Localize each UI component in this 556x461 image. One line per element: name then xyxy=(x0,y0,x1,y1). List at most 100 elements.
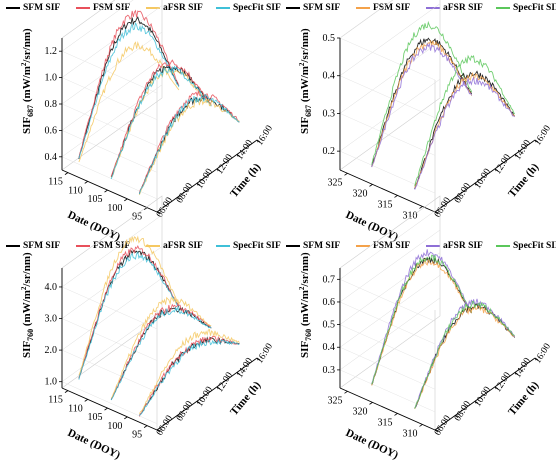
y-axis-label: SIF687 (mW/m2/sr/nm) xyxy=(298,28,313,134)
date-tick xyxy=(124,416,128,420)
time-tick xyxy=(474,182,479,186)
series-line-sfm-sif xyxy=(78,16,180,160)
series-line-fsm-sif xyxy=(110,303,212,400)
legend-label: FSM SIF xyxy=(93,241,131,251)
legend-label: aFSR SIF xyxy=(163,241,203,251)
y-gridline xyxy=(339,279,436,322)
y-gridline xyxy=(339,297,441,371)
series-line-fsm-sif xyxy=(138,89,240,193)
legend-top-left: SFM SIF FSM SIF aFSR SIF SpecFit SIF xyxy=(6,3,281,15)
time-tick xyxy=(434,429,439,433)
legend-bottom-right: SFM SIF FSM SIF aFSR SIF SpecFit SIF xyxy=(286,241,556,253)
y-gridline xyxy=(339,41,441,114)
legend-label: SpecFit SIF xyxy=(233,241,281,251)
legend-swatch xyxy=(286,245,300,247)
series-line-specfit-sif xyxy=(138,93,240,195)
series-line-afsr-sif xyxy=(139,328,240,415)
series-line-afsr-sif xyxy=(371,249,473,384)
y-gridline xyxy=(339,113,436,156)
y-gridline xyxy=(339,75,436,118)
date-tick-label: 310 xyxy=(403,428,418,439)
series-line-afsr-sif xyxy=(78,235,180,376)
date-tick xyxy=(344,390,348,394)
y-tick-label: 1.0 xyxy=(45,377,58,388)
legend-label: SpecFit SIF xyxy=(513,3,556,13)
time-tick xyxy=(494,168,499,172)
side-wall xyxy=(339,38,436,213)
date-axis xyxy=(339,387,436,431)
date-axis-label: Date (DOY) xyxy=(344,209,401,244)
y-tick-label: 0.8 xyxy=(45,99,58,110)
y-tick-label: 3.0 xyxy=(45,314,58,325)
time-tick xyxy=(156,211,161,215)
y-axis-label: SIF760 (mW/m2/sr/nm) xyxy=(298,252,313,358)
date-tick-label: 315 xyxy=(378,199,393,210)
legend-entry: FSM SIF xyxy=(356,241,410,251)
time-tick-label: 12:00 xyxy=(493,153,513,177)
time-axis-label: Time (h) xyxy=(228,161,263,200)
time-axis xyxy=(434,139,536,213)
time-tick xyxy=(216,386,221,390)
date-axis-label: Date (DOY) xyxy=(66,209,123,244)
series-line-specfit-sif xyxy=(78,251,180,380)
legend-swatch xyxy=(216,245,230,247)
legend-swatch xyxy=(426,245,440,247)
y-axis-label: SIF760 (mW/m2/sr/nm) xyxy=(20,252,35,358)
legend-swatch xyxy=(146,7,160,9)
series-line-specfit-sif xyxy=(414,300,515,409)
legend-entry: FSM SIF xyxy=(356,3,410,13)
series-line-specfit-sif xyxy=(414,54,516,187)
date-tick xyxy=(394,413,398,416)
y-gridline xyxy=(61,286,158,330)
time-tick xyxy=(236,372,241,375)
date-axis xyxy=(61,387,158,431)
legend-label: FSM SIF xyxy=(93,3,131,13)
date-tick-label: 105 xyxy=(88,194,103,205)
series-line-afsr-sif xyxy=(371,42,473,168)
legend-swatch xyxy=(6,7,20,9)
time-tick xyxy=(176,197,181,200)
legend-swatch xyxy=(216,7,230,9)
y-gridline xyxy=(61,31,163,105)
y-axis-label: SIF687 (mW/m2/sr/nm) xyxy=(20,28,35,134)
date-tick-label: 315 xyxy=(378,417,393,428)
series-line-afsr-sif xyxy=(138,97,240,196)
time-tick-label: 14:00 xyxy=(513,356,533,380)
date-axis-label: Date (DOY) xyxy=(344,427,401,461)
y-gridline xyxy=(339,347,436,390)
series-line-fsm-sif xyxy=(78,9,180,158)
time-axis xyxy=(156,139,258,213)
y-gridline xyxy=(61,156,158,200)
series-line-specfit-sif xyxy=(110,65,212,180)
date-axis-label: Date (DOY) xyxy=(66,427,123,461)
legend-label: SpecFit SIF xyxy=(233,3,281,13)
series-line-sfm-sif xyxy=(110,65,212,178)
time-tick-label: 08:00 xyxy=(453,181,473,205)
time-tick-label: 10:00 xyxy=(473,167,493,191)
y-gridline xyxy=(339,150,436,194)
y-tick-label: 4.0 xyxy=(45,282,58,293)
date-tick-label: 95 xyxy=(132,430,142,441)
time-axis xyxy=(434,357,536,431)
time-tick xyxy=(434,211,439,215)
y-tick-label: 0.2 xyxy=(323,146,336,157)
time-tick-label: 14:00 xyxy=(235,356,255,380)
y-gridline xyxy=(61,84,163,158)
legend-entry: FSM SIF xyxy=(76,3,130,13)
date-tick-label: 325 xyxy=(328,177,343,188)
date-axis xyxy=(61,169,158,213)
y-tick-label: 0.3 xyxy=(323,108,336,119)
legend-entry: aFSR SIF xyxy=(426,241,483,251)
date-tick-label: 115 xyxy=(48,395,63,406)
legend-entry: aFSR SIF xyxy=(146,241,203,251)
legend-label: FSM SIF xyxy=(373,241,411,251)
date-axis xyxy=(339,169,436,213)
series-line-specfit-sif xyxy=(78,21,180,159)
time-tick xyxy=(196,182,201,186)
y-gridline xyxy=(339,252,441,325)
y-gridline xyxy=(339,369,436,413)
